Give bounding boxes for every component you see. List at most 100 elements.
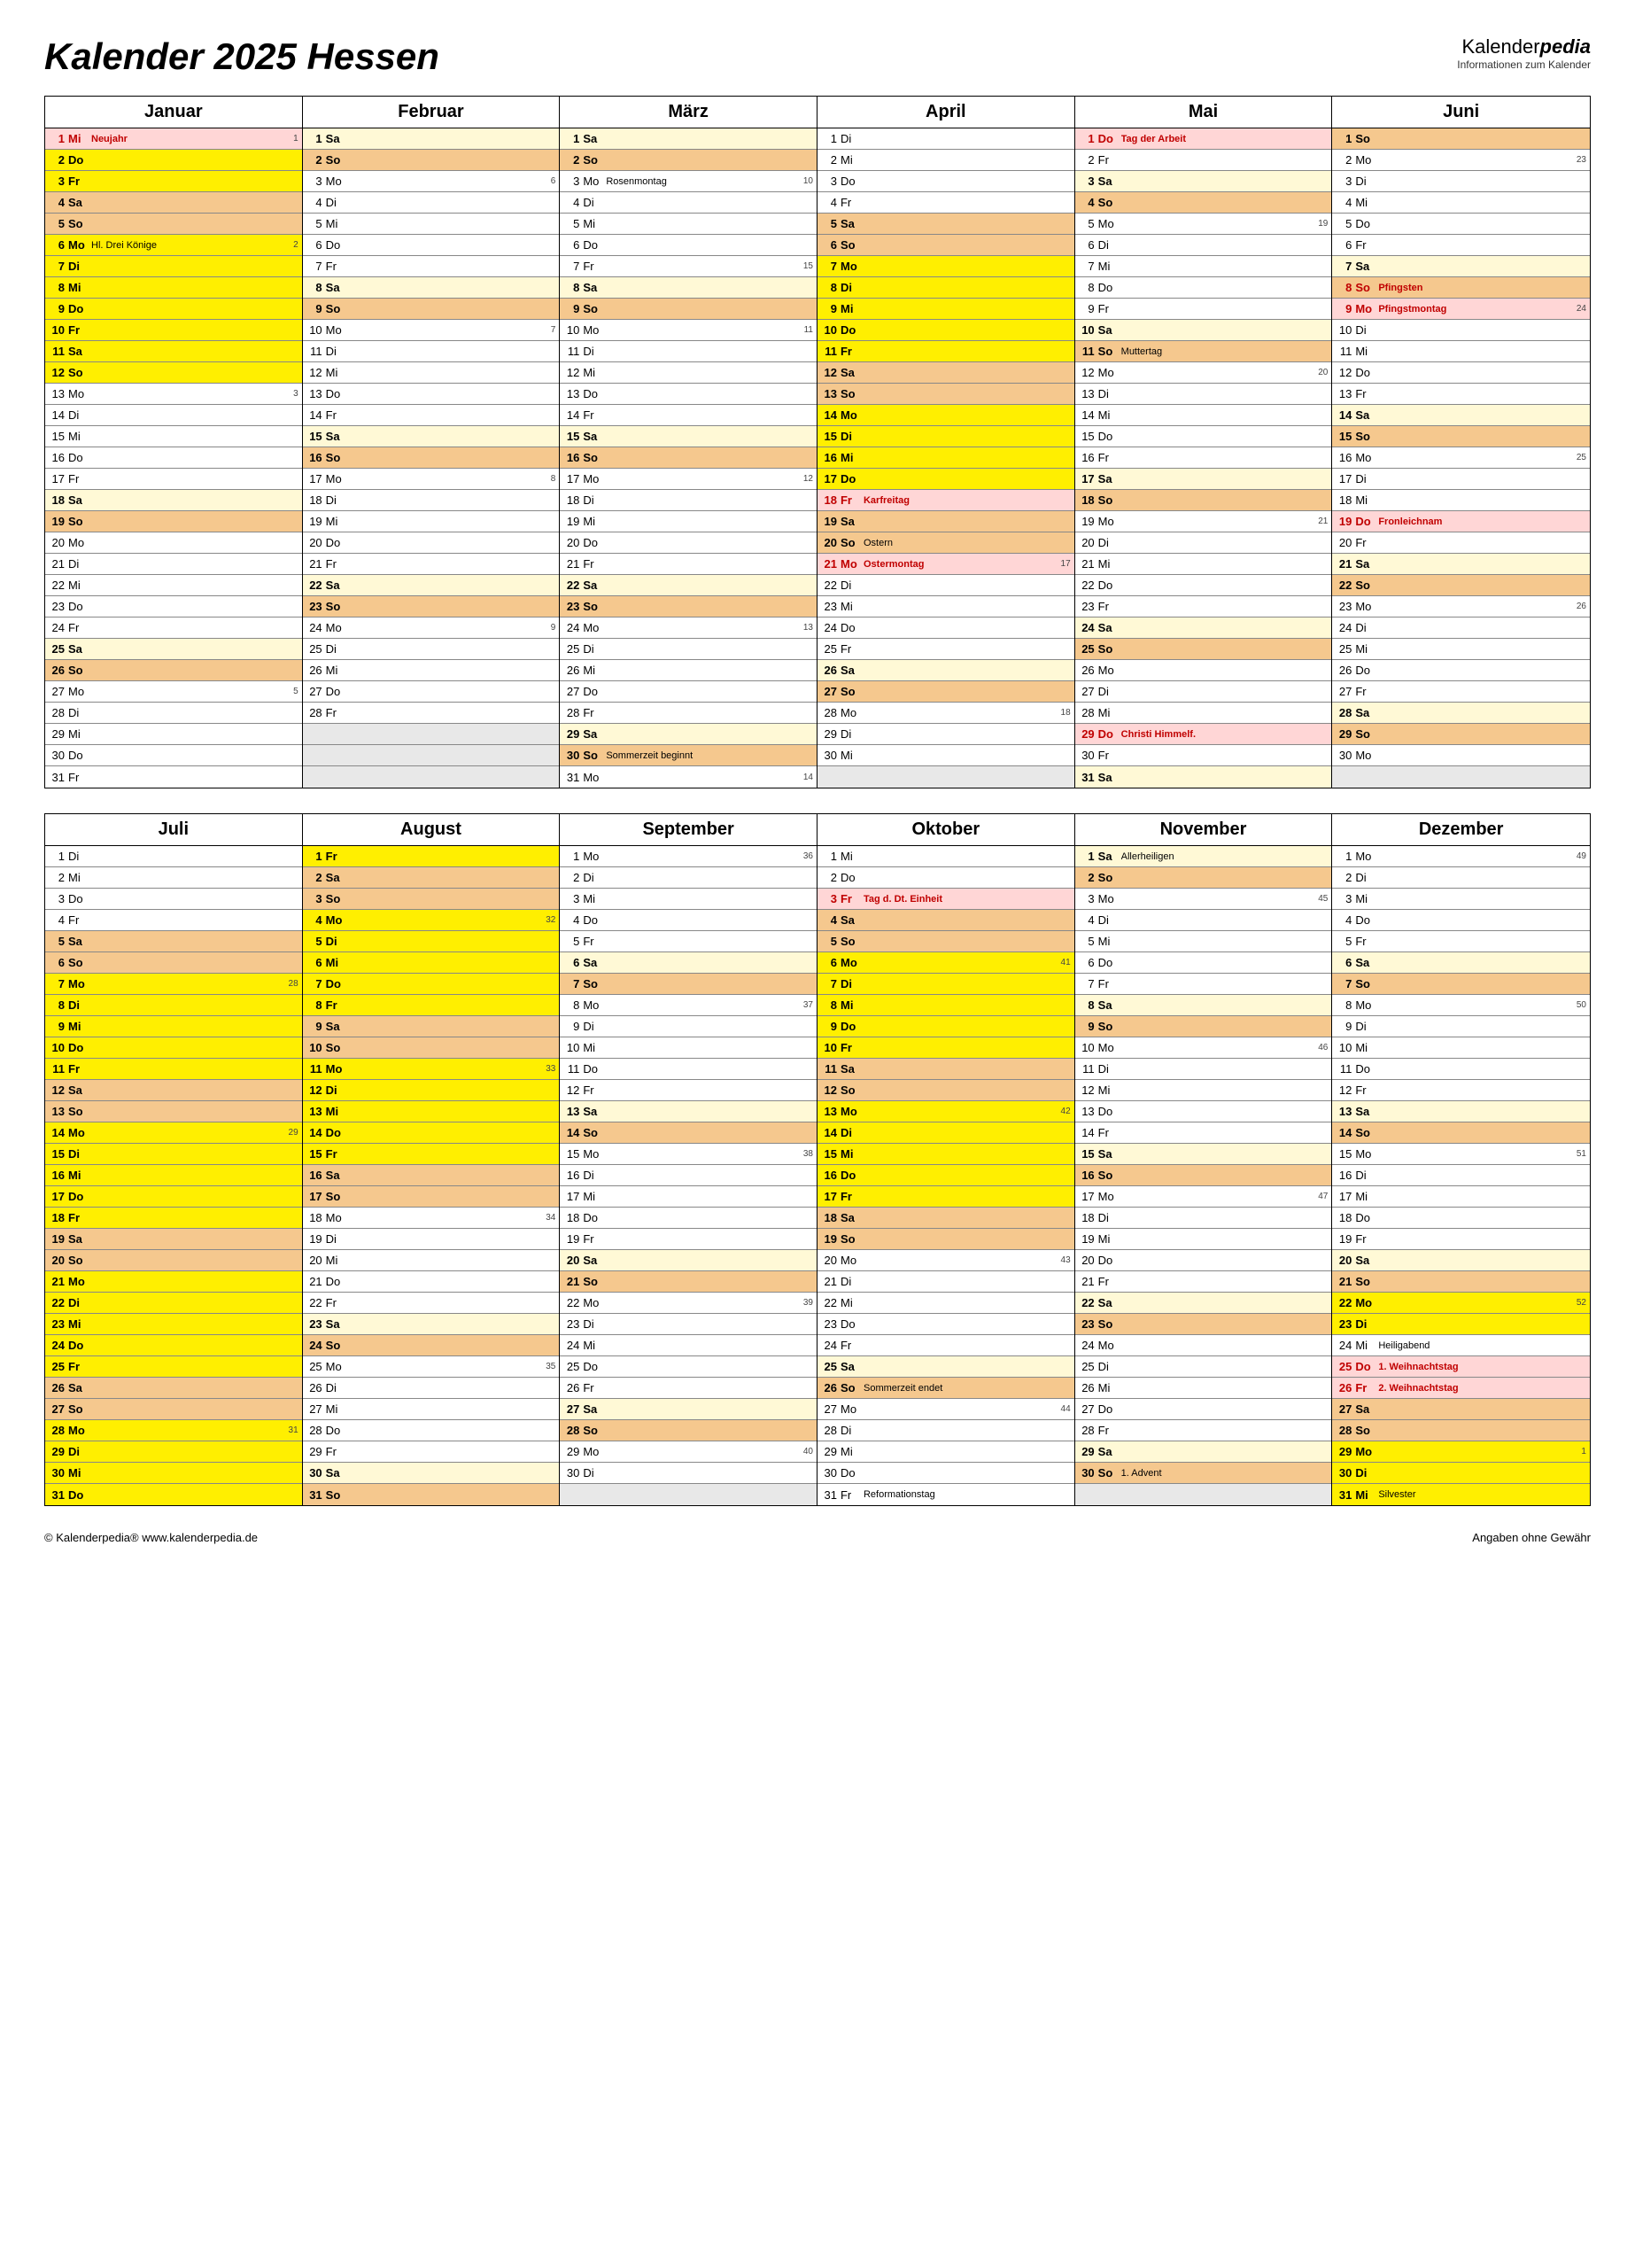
day-cell: 16So: [303, 447, 560, 469]
day-dow: Mo: [68, 1424, 91, 1437]
day-cell: 6MoHl. Drei Könige2: [45, 235, 302, 256]
day-number: 12: [49, 1084, 68, 1097]
day-dow: Fr: [326, 408, 349, 422]
day-cell: 11Di: [560, 341, 817, 362]
day-number: 22: [1336, 1296, 1355, 1309]
day-dow: Di: [326, 345, 349, 358]
day-cell: 13Do: [560, 384, 817, 405]
day-cell: 25Do1. Weihnachtstag: [1332, 1356, 1590, 1378]
day-number: 29: [1079, 727, 1098, 741]
day-number: 27: [1336, 1402, 1355, 1416]
day-dow: Sa: [1098, 621, 1121, 634]
day-cell: 6Di: [1075, 235, 1332, 256]
day-cell: 2So: [303, 150, 560, 171]
day-cell: 1SaAllerheiligen: [1075, 846, 1332, 867]
day-dow: Sa: [1098, 1147, 1121, 1161]
day-cell: 27Mi: [303, 1399, 560, 1420]
day-number: 7: [563, 977, 583, 990]
day-dow: Do: [326, 238, 349, 252]
day-cell: 7So: [1332, 974, 1590, 995]
week-number: 20: [1318, 368, 1328, 377]
day-cell: 20So: [45, 1250, 302, 1271]
day-cell: 16Fr: [1075, 447, 1332, 469]
day-dow: Di: [68, 998, 91, 1012]
day-dow: Mo: [841, 557, 864, 571]
day-cell: 10Mo11: [560, 320, 817, 341]
day-cell: 21So: [1332, 1271, 1590, 1293]
day-cell: 2Sa: [303, 867, 560, 889]
day-dow: So: [68, 515, 91, 528]
day-dow: Mo: [1355, 1147, 1378, 1161]
day-number: 5: [821, 217, 841, 230]
day-cell: 22Sa: [303, 575, 560, 596]
day-dow: So: [583, 1126, 606, 1139]
day-number: 30: [1336, 1466, 1355, 1480]
day-cell: 23So: [303, 596, 560, 617]
day-number: 3: [306, 175, 326, 188]
day-cell: [1075, 1484, 1332, 1505]
day-cell: [560, 1484, 817, 1505]
day-number: 23: [49, 1317, 68, 1331]
day-number: 23: [306, 600, 326, 613]
day-dow: Fr: [326, 706, 349, 719]
day-dow: Mo: [326, 1211, 349, 1224]
week-number: 5: [293, 687, 298, 696]
day-dow: Fr: [841, 196, 864, 209]
day-dow: Mi: [326, 366, 349, 379]
day-number: 10: [563, 323, 583, 337]
day-cell: 9Do: [818, 1016, 1074, 1037]
day-dow: Mi: [326, 664, 349, 677]
day-cell: 15Di: [45, 1144, 302, 1165]
day-cell: 10Mi: [560, 1037, 817, 1059]
day-dow: Di: [326, 642, 349, 656]
day-number: 9: [49, 302, 68, 315]
day-dow: Mi: [583, 664, 606, 677]
day-dow: Mo: [583, 1147, 606, 1161]
day-cell: 6Do: [303, 235, 560, 256]
day-cell: 26Mi: [1075, 1378, 1332, 1399]
day-dow: Do: [1098, 1105, 1121, 1118]
day-number: 25: [1336, 642, 1355, 656]
day-dow: So: [1098, 345, 1121, 358]
day-number: 28: [563, 706, 583, 719]
day-dow: Fr: [841, 1041, 864, 1054]
day-number: 6: [1336, 238, 1355, 252]
day-number: 1: [1079, 132, 1098, 145]
day-cell: 27Sa: [560, 1399, 817, 1420]
day-number: 6: [1336, 956, 1355, 969]
day-number: 10: [821, 1041, 841, 1054]
day-cell: 27Di: [1075, 681, 1332, 703]
day-number: 21: [1079, 557, 1098, 571]
day-dow: Do: [326, 1275, 349, 1288]
day-cell: 21Fr: [560, 554, 817, 575]
day-dow: So: [1098, 871, 1121, 884]
day-number: 11: [563, 1062, 583, 1076]
day-number: 20: [306, 536, 326, 549]
day-number: 26: [821, 664, 841, 677]
day-number: 7: [306, 977, 326, 990]
week-number: 1: [1581, 1447, 1586, 1456]
day-number: 5: [306, 935, 326, 948]
day-number: 29: [563, 1445, 583, 1458]
day-number: 19: [1336, 1232, 1355, 1246]
day-number: 26: [1079, 664, 1098, 677]
day-cell: 6Mi: [303, 952, 560, 974]
day-dow: Do: [841, 323, 864, 337]
day-cell: 20Do: [560, 532, 817, 554]
day-dow: Do: [583, 1360, 606, 1373]
month-header: November: [1075, 814, 1332, 846]
day-cell: 5Sa: [818, 214, 1074, 235]
day-number: 31: [49, 1488, 68, 1502]
day-dow: So: [841, 536, 864, 549]
day-dow: Mo: [326, 323, 349, 337]
day-cell: 8Sa: [303, 277, 560, 299]
day-dow: So: [326, 302, 349, 315]
footer-left: © Kalenderpedia® www.kalenderpedia.de: [44, 1531, 258, 1544]
day-dow: Sa: [841, 217, 864, 230]
day-dow: Mi: [68, 1169, 91, 1182]
day-cell: 11Fr: [818, 341, 1074, 362]
day-cell: 17Mo12: [560, 469, 817, 490]
day-cell: 12Sa: [818, 362, 1074, 384]
day-number: 3: [1079, 175, 1098, 188]
day-number: 24: [1079, 1339, 1098, 1352]
